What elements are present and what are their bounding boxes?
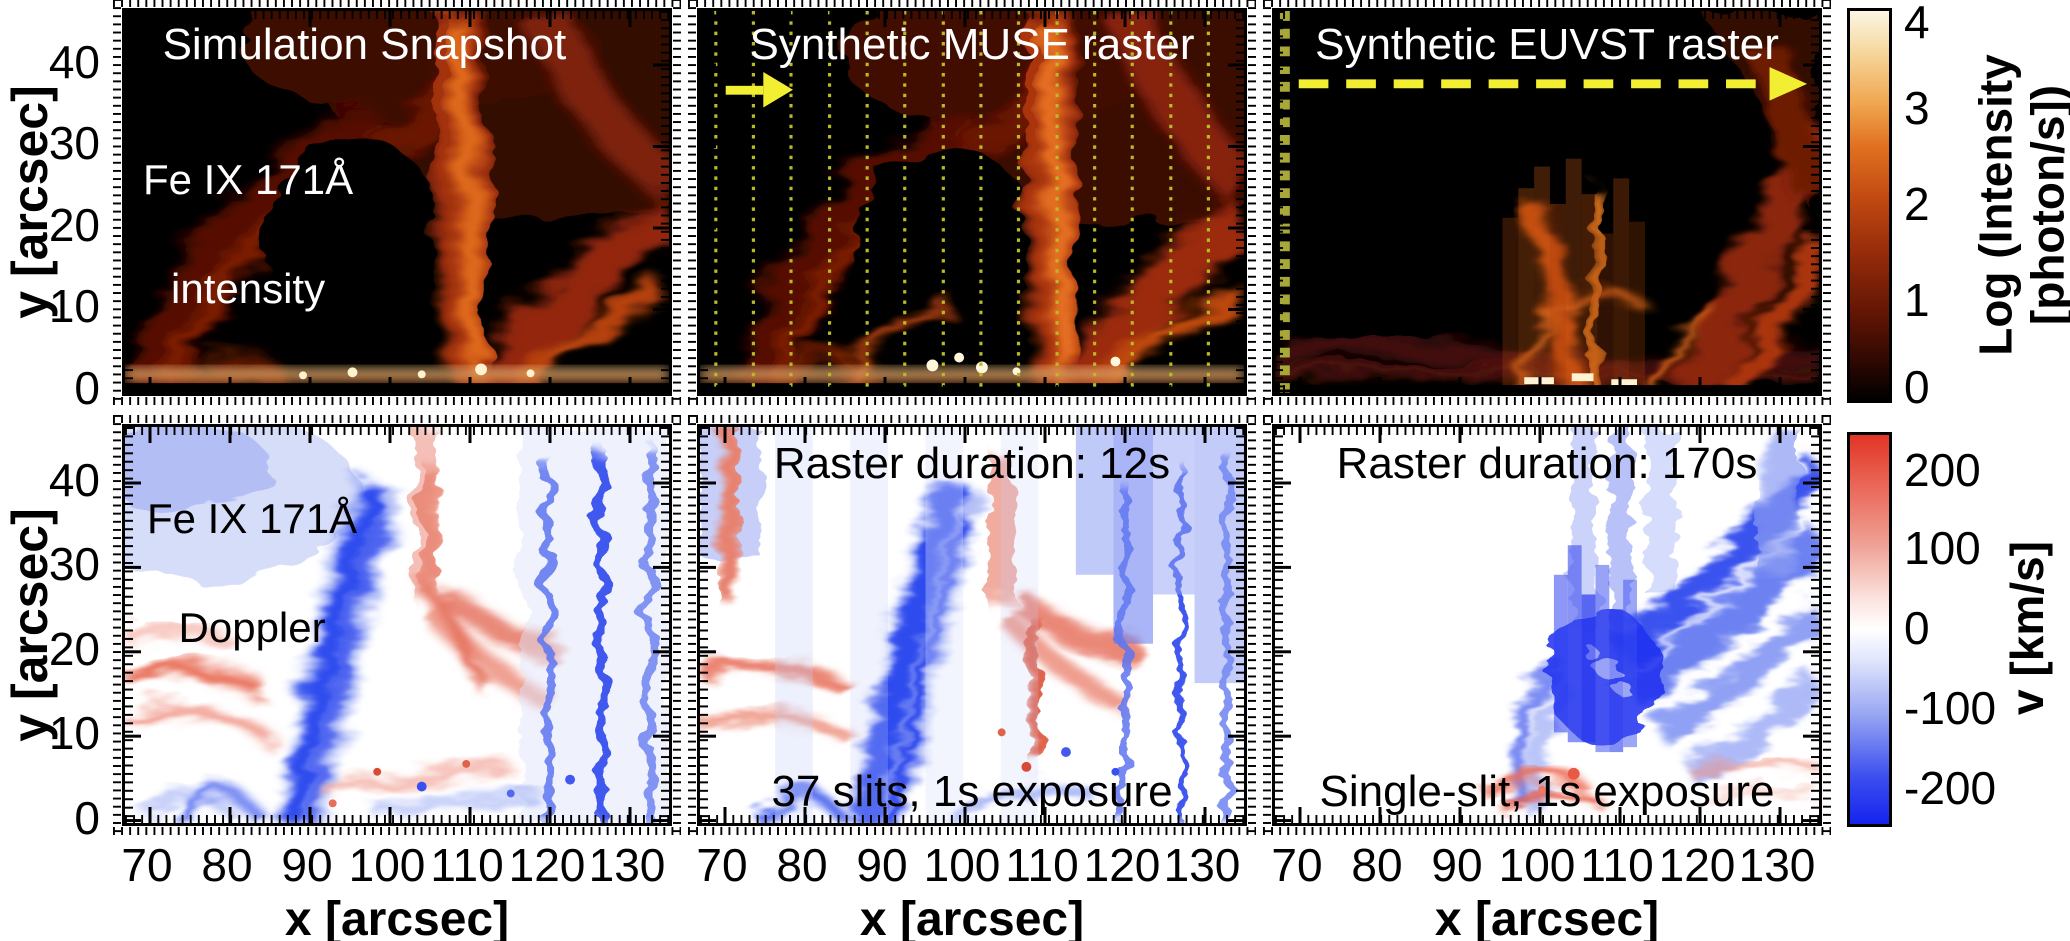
intensity-cb-tick: 3 — [1904, 82, 1930, 134]
y-tick: 10 — [48, 707, 100, 759]
velocity-colorbar-label: v [km/s] — [2001, 541, 2054, 715]
y-tick: 10 — [48, 280, 100, 332]
intensity-cb-tick: 4 — [1904, 0, 1930, 48]
x-tick: 70 — [121, 839, 173, 891]
y-tick: 30 — [48, 117, 100, 169]
y-tick: 30 — [48, 538, 100, 590]
velocity-colorbar — [1847, 432, 1892, 827]
y-tick-labels-top: 40 30 20 10 0 — [0, 8, 108, 414]
intensity-colorbar — [1847, 8, 1892, 403]
exposure-label: 37 slits, 1s exposure — [771, 767, 1173, 816]
exposure-label: Single-slit, 1s exposure — [1319, 767, 1775, 816]
raster-duration-label: Raster duration: 170s — [1336, 439, 1758, 488]
x-tick: 120 — [1658, 839, 1736, 891]
y-tick: 40 — [48, 36, 100, 88]
x-tick: 120 — [508, 839, 586, 891]
panel-euvst-intensity: Synthetic EUVST raster — [1263, 0, 1831, 405]
line-label: Fe IX 171Å Doppler — [147, 494, 358, 651]
panel-title: Synthetic EUVST raster — [1315, 20, 1779, 69]
intensity-cb-tick: 0 — [1904, 361, 1930, 413]
x-tick: 100 — [348, 839, 426, 891]
y-tick: 40 — [48, 454, 100, 506]
x-tick: 90 — [281, 839, 333, 891]
panel-title: Simulation Snapshot — [162, 20, 567, 69]
raster-duration-label: Raster duration: 12s — [773, 439, 1171, 488]
y-tick: 20 — [48, 623, 100, 675]
panel-muse-intensity: Synthetic MUSE raster — [688, 0, 1256, 405]
velocity-cb-tick: -100 — [1904, 682, 1997, 734]
x-tick: 110 — [1580, 839, 1654, 891]
x-axis-label-right: x [arcsec] — [1434, 893, 1660, 941]
x-tick: 80 — [776, 839, 828, 891]
y-tick: 0 — [74, 792, 100, 844]
velocity-cb-tick: 0 — [1904, 602, 1930, 654]
raster-block-artifacts — [1502, 158, 1645, 393]
y-tick: 0 — [74, 362, 100, 414]
x-tick-labels-left: 70 80 90 100 110 120 130 — [121, 838, 672, 891]
x-tick: 80 — [201, 839, 253, 891]
x-axis-label-middle: x [arcsec] — [859, 893, 1085, 941]
panel-sim-intensity: Simulation Snapshot Fe IX 171Å intensity — [113, 0, 681, 405]
x-axis-label-left: x [arcsec] — [284, 893, 510, 941]
y-tick-labels-bottom: 40 30 20 10 0 — [0, 424, 108, 844]
x-tick: 100 — [1498, 839, 1576, 891]
x-tick: 70 — [1271, 839, 1323, 891]
intensity-cb-tick: 2 — [1904, 178, 1930, 230]
x-tick: 120 — [1083, 839, 1161, 891]
x-tick: 100 — [923, 839, 1001, 891]
velocity-cb-tick: 100 — [1904, 522, 1981, 574]
line-label: Fe IX 171Å intensity — [143, 155, 354, 312]
x-tick: 130 — [1738, 839, 1816, 891]
intensity-cb-tick: 1 — [1904, 274, 1930, 326]
x-tick: 130 — [588, 839, 666, 891]
y-tick: 20 — [48, 199, 100, 251]
x-tick-labels-right: 70 80 90 100 110 120 130 — [1271, 838, 1822, 891]
x-tick: 110 — [1005, 839, 1079, 891]
x-tick: 80 — [1351, 839, 1403, 891]
x-tick: 110 — [430, 839, 504, 891]
panel-sim-doppler: Fe IX 171Å Doppler — [113, 415, 681, 835]
velocity-cb-tick: -200 — [1904, 762, 1997, 814]
panel-euvst-doppler: Raster duration: 170s Single-slit, 1s ex… — [1263, 415, 1831, 835]
x-tick: 90 — [856, 839, 908, 891]
x-tick: 90 — [1431, 839, 1483, 891]
x-tick: 70 — [696, 839, 748, 891]
x-tick-labels-middle: 70 80 90 100 110 120 130 — [696, 838, 1247, 891]
x-tick: 130 — [1163, 839, 1241, 891]
velocity-cb-tick: 200 — [1904, 444, 1981, 496]
panel-title: Synthetic MUSE raster — [749, 20, 1195, 69]
panel-muse-doppler: Raster duration: 12s 37 slits, 1s exposu… — [688, 415, 1256, 835]
